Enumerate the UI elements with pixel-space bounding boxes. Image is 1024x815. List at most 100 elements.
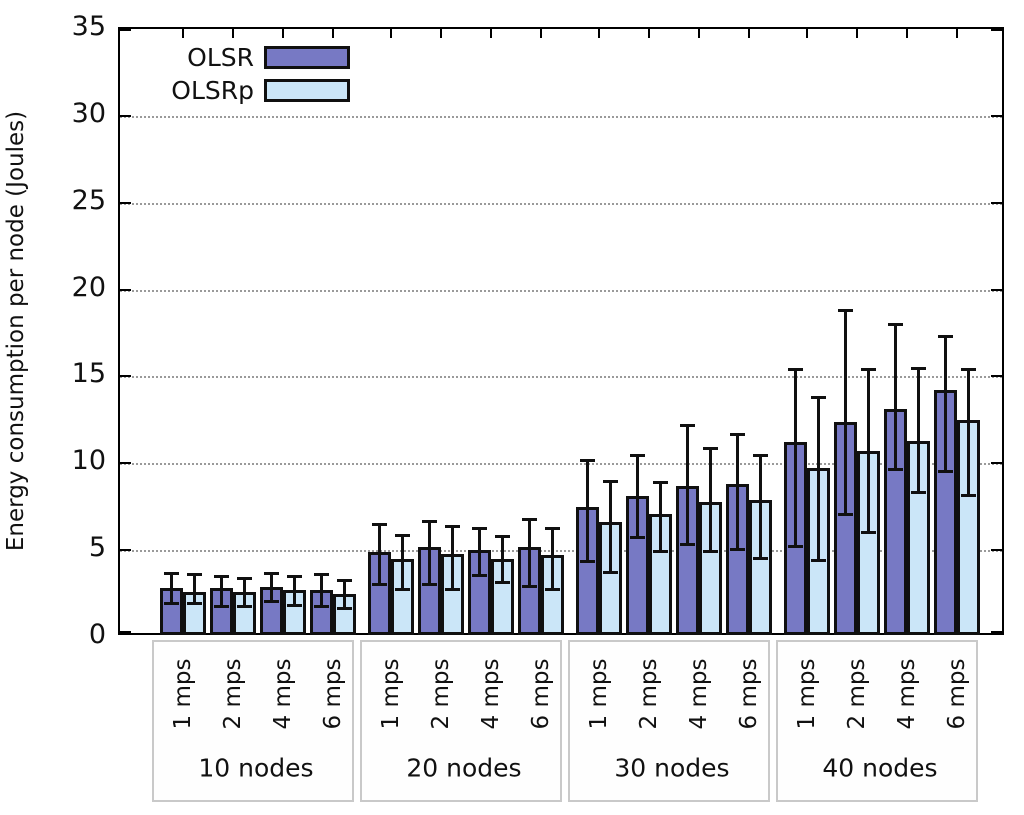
- y-tick-label-25: 25: [71, 184, 106, 216]
- error-bar-cap-bottom: [522, 584, 537, 588]
- x-tick-label: 1 mps: [794, 658, 820, 730]
- error-bar: [451, 525, 454, 591]
- error-bar-cap-bottom: [888, 468, 903, 472]
- error-bar: [193, 574, 196, 604]
- x-tick-top: [956, 29, 958, 38]
- x-group-label: 30 nodes: [614, 753, 730, 783]
- y-tick-label-35: 35: [71, 11, 106, 42]
- x-tick-label: 1 mps: [170, 658, 196, 730]
- x-tick-top: [698, 29, 700, 38]
- error-bar-cap-bottom: [703, 549, 718, 553]
- error-bar-cap-top: [888, 323, 903, 327]
- error-bar: [794, 369, 797, 547]
- y-tick-label-10: 10: [71, 445, 106, 477]
- error-bar-cap-bottom: [264, 600, 279, 604]
- error-bar-cap-bottom: [838, 513, 853, 517]
- error-bar-cap-top: [680, 424, 695, 428]
- legend-label-olsrp: OLSRp: [171, 76, 254, 105]
- error-bar-cap-bottom: [680, 542, 695, 546]
- x-tick-top: [598, 29, 600, 38]
- gridline-y20: [120, 289, 1002, 292]
- error-bar: [320, 574, 323, 608]
- y-tick-right-0: [991, 631, 1002, 633]
- legend-swatch-olsr: [264, 46, 350, 69]
- error-bar-cap-top: [395, 533, 410, 537]
- error-bar: [659, 482, 662, 552]
- error-bar: [894, 324, 897, 471]
- error-bar-cap-bottom: [237, 605, 252, 609]
- error-bar-cap-bottom: [580, 560, 595, 564]
- y-tick-right-35: [991, 29, 1002, 31]
- error-bar-cap-bottom: [164, 601, 179, 605]
- error-bar-cap-top: [938, 335, 953, 339]
- y-tick-label-15: 15: [71, 358, 106, 390]
- x-tick-label: 6 mps: [320, 658, 346, 730]
- error-bar-cap-top: [422, 519, 437, 523]
- y-tick-left-0: [120, 631, 131, 633]
- x-tick-label: 2 mps: [220, 658, 246, 730]
- x-tick-label: 1 mps: [378, 658, 404, 730]
- error-bar-cap-top: [445, 524, 460, 528]
- x-tick-label: 6 mps: [528, 658, 554, 730]
- y-tick-left-35: [120, 29, 131, 31]
- error-bar-cap-top: [630, 453, 645, 457]
- error-bar-cap-top: [788, 368, 803, 372]
- error-bar-cap-bottom: [811, 558, 826, 562]
- error-bar-cap-bottom: [630, 535, 645, 539]
- x-tick-top: [182, 29, 184, 38]
- legend-label-olsr: OLSR: [187, 43, 254, 72]
- y-tick-right-10: [991, 462, 1002, 465]
- x-tick-label: 6 mps: [736, 658, 762, 730]
- error-bar-cap-top: [314, 573, 329, 577]
- error-bar: [944, 336, 947, 472]
- x-tick-label: 2 mps: [636, 658, 662, 730]
- gridline-y15: [120, 376, 1002, 379]
- x-tick-label: 4 mps: [478, 658, 504, 730]
- error-bar-cap-top: [653, 481, 668, 485]
- error-bar-cap-top: [961, 368, 976, 372]
- x-group-box-2: [360, 640, 562, 802]
- error-bar: [586, 459, 589, 563]
- y-tick-label-0: 0: [88, 619, 106, 650]
- legend: OLSR OLSRp: [142, 41, 350, 107]
- error-bar-cap-top: [703, 446, 718, 450]
- error-bar-cap-top: [214, 575, 229, 579]
- error-bar-cap-top: [337, 578, 352, 582]
- y-tick-right-20: [991, 288, 1002, 291]
- error-bar-cap-top: [730, 432, 745, 436]
- error-bar: [709, 447, 712, 552]
- error-bar-cap-bottom: [653, 549, 668, 553]
- plot-area: OLSR OLSRp: [118, 27, 1004, 635]
- error-bar-cap-bottom: [861, 530, 876, 534]
- x-group-box-4: [776, 640, 978, 802]
- y-tick-left-25: [120, 201, 131, 204]
- error-bar: [428, 520, 431, 585]
- error-bar: [759, 454, 762, 559]
- x-tick-top: [390, 29, 392, 38]
- error-bar: [501, 536, 504, 584]
- x-tick-label: 4 mps: [686, 658, 712, 730]
- error-bar-cap-bottom: [603, 570, 618, 574]
- error-bar: [867, 369, 870, 533]
- error-bar-cap-top: [372, 523, 387, 527]
- x-tick-top: [906, 29, 908, 38]
- error-bar: [243, 577, 246, 608]
- error-bar-cap-bottom: [495, 581, 510, 585]
- x-tick-label: 4 mps: [270, 658, 296, 730]
- x-tick-top: [282, 29, 284, 38]
- error-bar: [686, 425, 689, 545]
- error-bar-cap-bottom: [545, 588, 560, 592]
- error-bar: [817, 397, 820, 561]
- error-bar-cap-top: [753, 453, 768, 457]
- error-bar-cap-bottom: [938, 469, 953, 473]
- error-bar-cap-bottom: [911, 490, 926, 494]
- error-bar-cap-bottom: [422, 582, 437, 586]
- error-bar-cap-top: [580, 458, 595, 462]
- gridline-y10: [120, 463, 1002, 466]
- y-tick-left-15: [120, 375, 131, 378]
- error-bar-cap-bottom: [730, 548, 745, 552]
- error-bar: [609, 480, 612, 573]
- error-bar: [343, 579, 346, 610]
- x-group-box-1: [152, 640, 354, 802]
- x-tick-top: [806, 29, 808, 38]
